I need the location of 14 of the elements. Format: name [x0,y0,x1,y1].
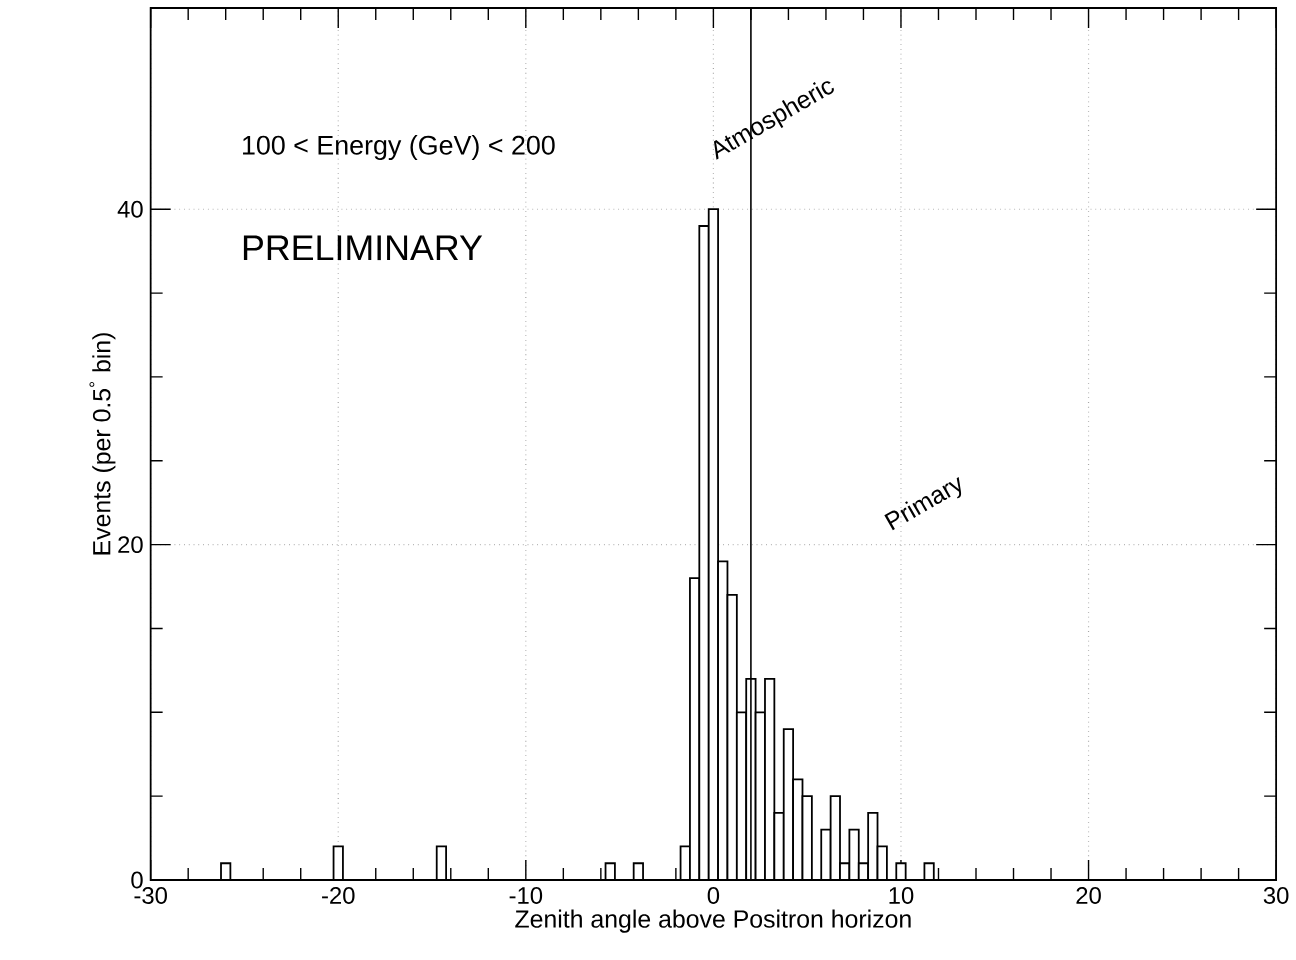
y-tick-label: 0 [131,871,143,889]
y-tick-label: 40 [117,200,143,218]
y-axis-title: Events (per 0.5$^{°}$ bin) [89,333,116,555]
x-tick-label: -30 [134,887,167,904]
annotation: PRELIMINARY [243,235,483,261]
x-tick-label: 30 [1263,887,1289,904]
x-tick-label: 20 [1076,887,1101,904]
x-axis-title: Zenith angle above Positron horizon [515,909,911,933]
x-tick-label: -10 [509,887,543,904]
annotation: 100 < Energy (GeV) < 200 [243,135,555,161]
x-tick-label: 0 [707,887,720,904]
x-tick-label: -20 [322,887,355,904]
x-tick-label: 10 [889,887,914,904]
y-tick-label: 20 [118,536,143,554]
